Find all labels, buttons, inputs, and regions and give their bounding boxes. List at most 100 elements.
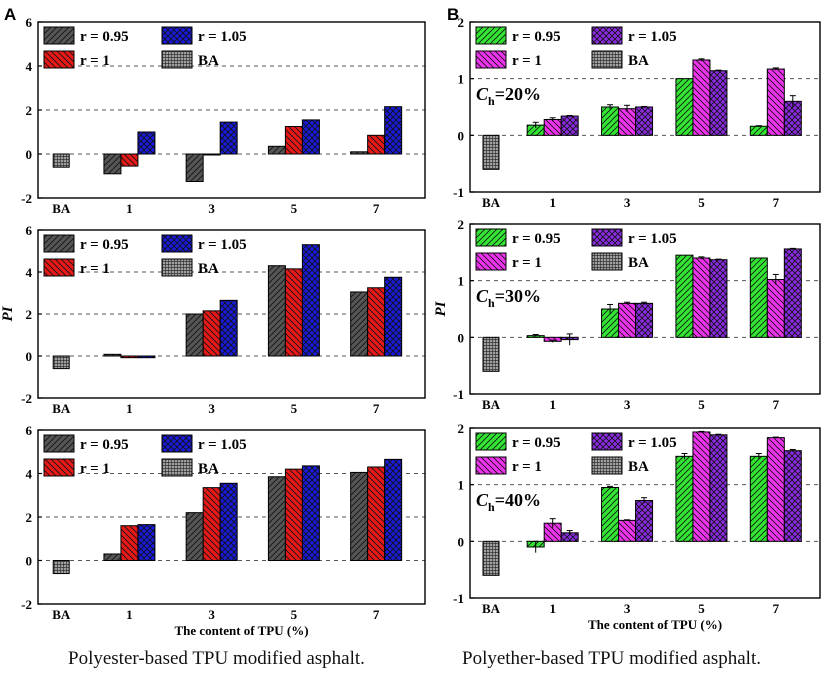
legend-swatch bbox=[476, 457, 506, 474]
y-tick-label: 2 bbox=[26, 103, 33, 118]
bar-r-0-95-1 bbox=[104, 554, 121, 561]
legend-swatch bbox=[162, 435, 192, 452]
x-tick-label: 5 bbox=[291, 607, 298, 622]
legend-label: BA bbox=[628, 459, 649, 475]
bar-r-1-7 bbox=[767, 280, 784, 338]
bar-r-1-05-7 bbox=[385, 107, 402, 154]
bar-r-1-3 bbox=[203, 488, 220, 561]
bar-r-1-05-3 bbox=[636, 501, 653, 542]
bar-r-1-5 bbox=[693, 258, 710, 337]
x-tick-label: 7 bbox=[773, 195, 780, 210]
bar-r-1-5 bbox=[693, 60, 710, 135]
bar-r-1-1 bbox=[121, 356, 138, 358]
legend-label: BA bbox=[198, 53, 219, 69]
x-tick-label: 3 bbox=[624, 397, 631, 412]
legend-label: r = 1.05 bbox=[198, 237, 247, 253]
bar-ba bbox=[53, 154, 69, 167]
chart-b3: -1012BA 1 3 5 7r = 0.95 r = 1.05r = 1 BAThe co… bbox=[453, 421, 820, 632]
panel-letter-a: A bbox=[4, 5, 16, 24]
bar-r-1-05-5 bbox=[710, 260, 727, 338]
bar-r-1-05-3 bbox=[636, 303, 653, 337]
legend-swatch bbox=[476, 51, 506, 68]
x-tick-label: 5 bbox=[698, 601, 705, 616]
bar-r-1-05-3 bbox=[220, 300, 237, 356]
legend-swatch bbox=[592, 229, 622, 246]
bar-r-1-7 bbox=[767, 69, 784, 135]
chart-a1: -20246BA 1 3 5 7r = 0.95 r = 1.05r = 1 BA bbox=[21, 15, 425, 216]
bar-r-1-3 bbox=[203, 311, 220, 356]
legend-label: r = 1.05 bbox=[628, 29, 677, 45]
legend-label: r = 0.95 bbox=[80, 237, 129, 253]
legend-swatch bbox=[592, 27, 622, 44]
y-tick-label: -1 bbox=[453, 591, 464, 606]
bar-r-0-95-7 bbox=[750, 456, 767, 541]
x-axis-label: The content of TPU (%) bbox=[588, 617, 722, 632]
bar-r-1-1 bbox=[544, 119, 561, 135]
bar-r-1-5 bbox=[285, 469, 302, 560]
bar-r-0-95-1 bbox=[104, 154, 121, 174]
legend-label: BA bbox=[198, 261, 219, 277]
legend-swatch bbox=[476, 27, 506, 44]
x-tick-label: BA bbox=[52, 401, 71, 416]
bar-r-1-05-1 bbox=[561, 116, 578, 135]
bar-r-1-05-3 bbox=[220, 483, 237, 560]
y-tick-label: 0 bbox=[26, 554, 33, 569]
bar-r-1-05-7 bbox=[385, 459, 402, 560]
y-tick-label: 0 bbox=[458, 128, 465, 143]
bar-r-1-05-1 bbox=[138, 356, 155, 358]
y-tick-label: 1 bbox=[458, 478, 465, 493]
legend-label: r = 0.95 bbox=[80, 29, 129, 45]
legend-swatch bbox=[592, 253, 622, 270]
bar-r-0-95-7 bbox=[750, 126, 767, 135]
legend-swatch bbox=[476, 433, 506, 450]
x-tick-label: 1 bbox=[126, 607, 133, 622]
y-tick-label: -2 bbox=[21, 597, 32, 612]
legend-label: r = 1 bbox=[80, 261, 110, 277]
bar-r-0-95-7 bbox=[750, 258, 767, 337]
x-tick-label: 1 bbox=[126, 201, 133, 216]
legend-label: r = 0.95 bbox=[512, 435, 561, 451]
bar-r-1-5 bbox=[285, 269, 302, 356]
x-tick-label: BA bbox=[482, 195, 501, 210]
y-tick-label: 2 bbox=[458, 217, 465, 232]
bar-r-1-05-3 bbox=[636, 107, 653, 135]
legend-swatch bbox=[592, 457, 622, 474]
legend-label: BA bbox=[628, 53, 649, 69]
bar-ba bbox=[483, 135, 499, 169]
legend-label: BA bbox=[198, 461, 219, 477]
y-tick-label: 0 bbox=[26, 349, 33, 364]
x-tick-label: 1 bbox=[549, 601, 556, 616]
bar-ba bbox=[483, 541, 499, 575]
bar-r-1-5 bbox=[285, 127, 302, 155]
bar-r-0-95-5 bbox=[268, 146, 285, 154]
bar-r-1-7 bbox=[368, 135, 385, 154]
bar-r-0-95-7 bbox=[351, 152, 368, 154]
legend-swatch bbox=[44, 259, 74, 276]
legend-swatch bbox=[476, 229, 506, 246]
legend-label: r = 1.05 bbox=[198, 29, 247, 45]
legend-swatch bbox=[44, 235, 74, 252]
legend-label: r = 1.05 bbox=[198, 437, 247, 453]
legend-swatch bbox=[44, 435, 74, 452]
chart-a2: -2 0 2 4 6 BA 1 3 5 7 r = 0.95 r = 1.05 r = 1 BA PI bbox=[0, 223, 425, 416]
y-tick-label: 4 bbox=[26, 265, 33, 280]
ch-annotation: Ch=20% bbox=[476, 84, 541, 108]
bar-r-1-05-3 bbox=[220, 122, 237, 154]
bar-r-0-95-3 bbox=[602, 107, 619, 135]
bar-r-1-7 bbox=[767, 438, 784, 542]
y-tick-label: -2 bbox=[21, 391, 32, 406]
y-tick-label: -1 bbox=[453, 387, 464, 402]
x-tick-label: BA bbox=[52, 607, 71, 622]
legend-swatch bbox=[44, 27, 74, 44]
x-tick-label: BA bbox=[482, 397, 501, 412]
legend-label: BA bbox=[628, 255, 649, 271]
bar-r-1-05-5 bbox=[710, 71, 727, 136]
y-tick-label: 0 bbox=[26, 147, 33, 162]
bar-r-1-05-1 bbox=[138, 132, 155, 154]
bar-r-0-95-5 bbox=[676, 456, 693, 541]
x-tick-label: 7 bbox=[773, 397, 780, 412]
legend-label: r = 1 bbox=[512, 255, 542, 271]
chart-b1: -1012BA 1 3 5 7r = 0.95 r = 1.05r = 1 BACh=20% bbox=[453, 15, 820, 210]
bar-r-0-95-7 bbox=[351, 472, 368, 560]
legend-label: r = 1 bbox=[512, 459, 542, 475]
